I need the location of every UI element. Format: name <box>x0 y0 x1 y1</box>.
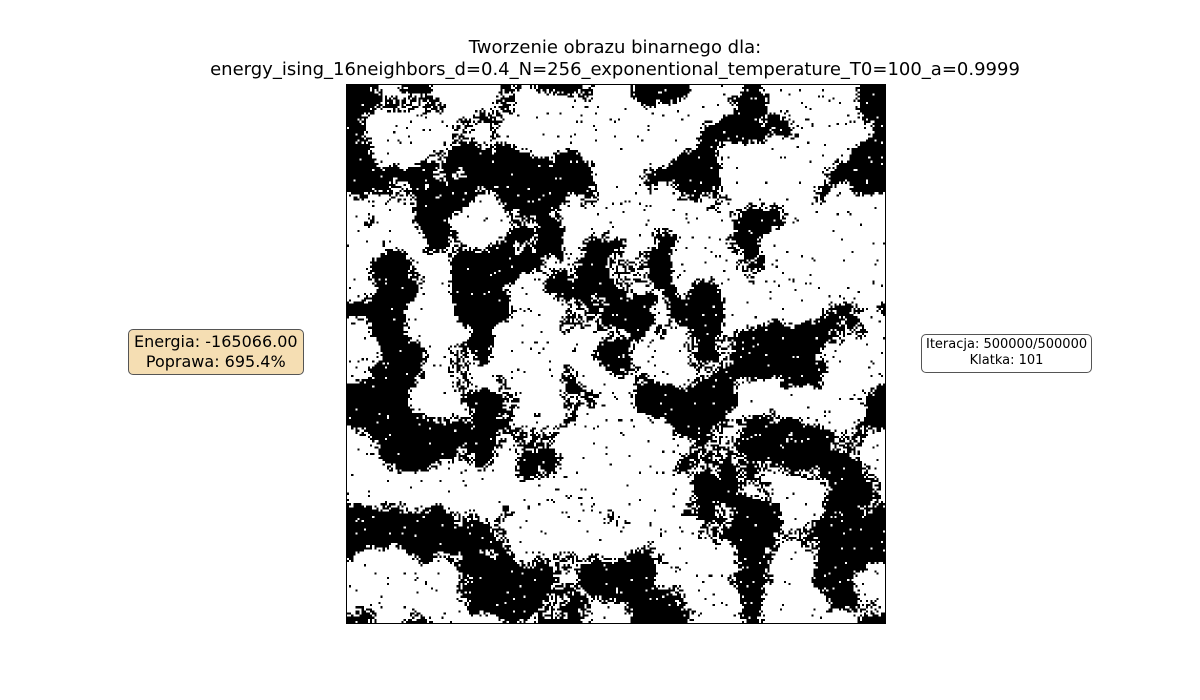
chart-title-line-2: energy_ising_16neighbors_d=0.4_N=256_exp… <box>210 59 1020 80</box>
iteration-label: Iteracja: 500000/500000 <box>926 337 1088 352</box>
energy-label: Energia: -165066.00 <box>134 332 298 351</box>
chart-title-line-1: Tworzenie obrazu binarnego dla: <box>468 37 762 58</box>
frame-label: Klatka: 101 <box>969 353 1044 369</box>
lattice-heatmap <box>347 85 885 623</box>
energy-info-box: Energia: -165066.00 Poprawa: 695.4% <box>128 329 304 375</box>
improvement-label: Poprawa: 695.4% <box>145 352 286 371</box>
lattice-plot-area <box>346 84 886 624</box>
iteration-info-box: Iteracja: 500000/500000 Klatka: 101 <box>921 334 1093 373</box>
